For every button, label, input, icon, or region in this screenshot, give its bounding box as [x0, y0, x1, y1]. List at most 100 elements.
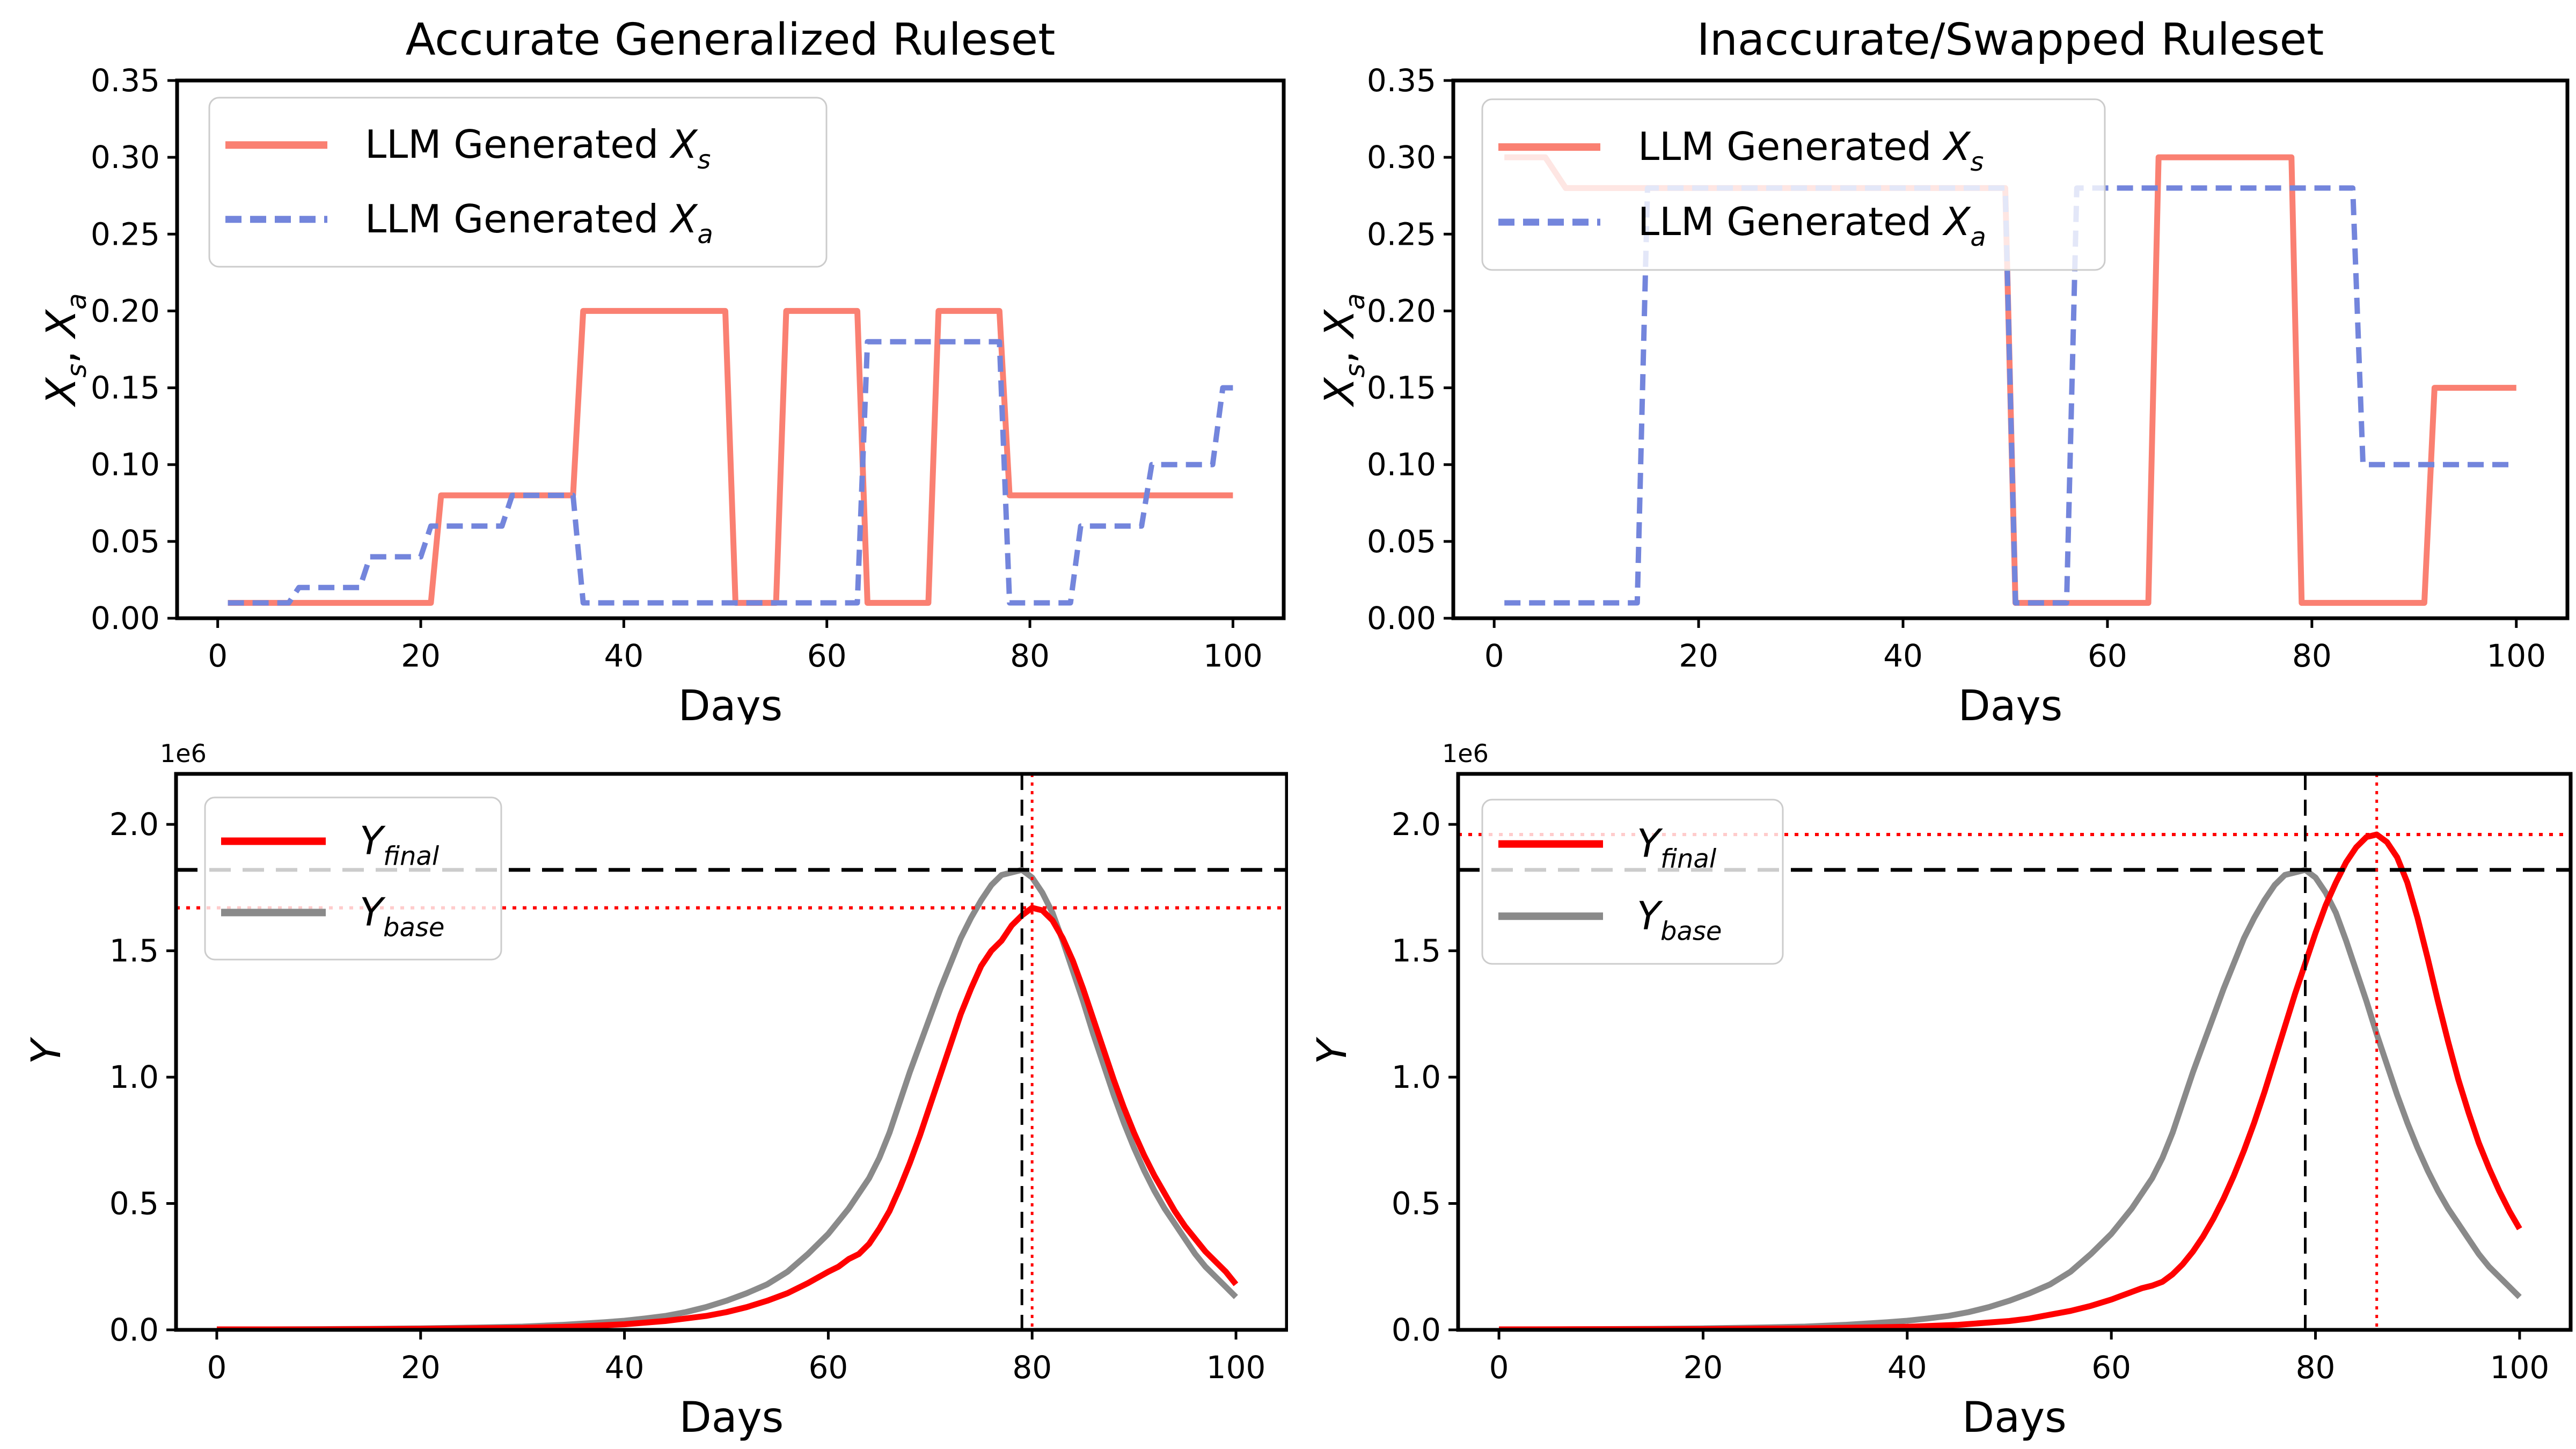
- x-tick-label: 0: [208, 638, 228, 674]
- y-tick-label: 1.5: [1392, 933, 1441, 969]
- y-tick-label: 0.05: [91, 523, 160, 560]
- chart-svg-bottom-right: 0 20 40 60 80 100 0.0 0.5 1.0 1.5 2.0 Days Y 1e6 Yfina…: [1308, 739, 2573, 1442]
- y-tick-label: 0.5: [109, 1185, 159, 1222]
- y-tick-label: 0.00: [91, 600, 160, 636]
- y-tick-label: 0.30: [1367, 139, 1436, 175]
- legend-box: [208, 97, 828, 268]
- legend-box: [1481, 98, 2106, 271]
- y-axis-offset-label: 1e6: [1442, 739, 1489, 768]
- x-tick-label: 60: [2091, 1349, 2131, 1386]
- y-axis-label: Y: [22, 1036, 70, 1064]
- series-llm-generated-xa-line: [1504, 185, 2516, 606]
- x-tick-label: 80: [2292, 638, 2332, 674]
- x-tick-label: 40: [1887, 1349, 1927, 1386]
- axes-spines: [1456, 772, 2573, 1332]
- y-tick-label: 0.35: [1367, 62, 1436, 99]
- x-tick-label: 40: [605, 1349, 645, 1386]
- y-tick-label: 0.0: [109, 1312, 159, 1348]
- x-tick-label: 60: [809, 1349, 848, 1386]
- x-axis-label: Days: [1958, 682, 2063, 724]
- axis-ticks: 0 20 40 60 80 100 0.00 0.05 0.10 0.15 0.20 0.25 0.30…: [91, 62, 1263, 674]
- x-tick-label: 100: [2490, 1349, 2550, 1386]
- y-axis-label: Xs, Xa: [37, 293, 92, 407]
- chart-title-inaccurate: Inaccurate/Swapped Ruleset: [1696, 14, 2324, 65]
- chart-title-accurate: Accurate Generalized Ruleset: [405, 14, 1056, 65]
- y-tick-label: 0.0: [1392, 1312, 1441, 1348]
- y-tick-label: 2.0: [1392, 806, 1441, 843]
- x-tick-label: 60: [2088, 638, 2127, 674]
- y-tick-label: 1.0: [109, 1059, 159, 1095]
- x-tick-label: 0: [207, 1349, 227, 1386]
- legend: Yfinal Ybase: [204, 796, 502, 961]
- x-axis-label: Days: [679, 1394, 784, 1442]
- x-axis-label: Days: [1962, 1394, 2067, 1442]
- y-tick-label: 1.5: [109, 933, 159, 969]
- x-tick-label: 40: [604, 638, 643, 674]
- x-tick-label: 80: [1010, 638, 1050, 674]
- chart-svg-top-right: 0 20 40 60 80 100 0.00 0.05 0.10 0.15 0.20 0.25 0.30…: [1315, 62, 2570, 724]
- x-tick-label: 60: [807, 638, 847, 674]
- axes-spines: [174, 772, 1288, 1332]
- series-y-base-line: [217, 867, 1238, 1330]
- x-tick-label: 20: [401, 638, 441, 674]
- axes-spines: [1451, 78, 2570, 620]
- x-tick-label: 40: [1883, 638, 1923, 674]
- legend-label-llm-generated-xa: LLM Generated Xa: [1638, 199, 1986, 252]
- x-tick-label: 80: [2296, 1349, 2336, 1386]
- chart-inaccurate-ruleset-inputs: 0 20 40 60 80 100 0.00 0.05 0.10 0.15 0.20 0.25 0.30…: [1288, 0, 2576, 724]
- series-y-final-line: [217, 905, 1239, 1330]
- y-tick-label: 0.00: [1367, 600, 1436, 636]
- y-tick-label: 0.35: [91, 62, 160, 99]
- y-tick-label: 0.25: [91, 216, 160, 252]
- y-tick-label: 0.15: [91, 370, 160, 406]
- y-tick-label: 0.5: [1392, 1185, 1441, 1222]
- series-llm-generated-xa-line: [228, 339, 1233, 606]
- y-axis-label: Xs, Xa: [1315, 293, 1371, 407]
- legend: Yfinal Ybase: [1481, 799, 1784, 965]
- y-axis-offset-label: 1e6: [160, 739, 207, 768]
- y-tick-label: 0.30: [91, 139, 160, 175]
- y-tick-label: 1.0: [1392, 1059, 1441, 1095]
- legend-label-y-base: Ybase: [1637, 893, 1722, 946]
- legend-label-llm-generated-xa: LLM Generated Xa: [365, 196, 713, 250]
- legend-label-y-final: Yfinal: [360, 818, 440, 872]
- legend-box: [1481, 799, 1784, 965]
- x-tick-label: 100: [2486, 638, 2546, 674]
- series-y-base-line: [1499, 867, 2522, 1330]
- y-tick-label: 0.20: [91, 292, 160, 329]
- y-axis-label: Y: [1308, 1036, 1356, 1064]
- x-tick-label: 100: [1206, 1349, 1266, 1386]
- y-tick-label: 2.0: [109, 806, 159, 843]
- x-tick-label: 20: [1679, 638, 1718, 674]
- axis-ticks: 0 20 40 60 80 100 0.0 0.5 1.0 1.5 2.0: [1392, 806, 2550, 1386]
- x-tick-label: 20: [401, 1349, 441, 1386]
- x-tick-label: 100: [1203, 638, 1263, 674]
- plot-area: [228, 308, 1233, 606]
- y-tick-label: 0.10: [91, 447, 160, 483]
- chart-inaccurate-ruleset-outcomes: 0 20 40 60 80 100 0.0 0.5 1.0 1.5 2.0 Days Y 1e6 Yfina…: [1288, 724, 2576, 1449]
- chart-accurate-ruleset-inputs: 0 20 40 60 80 100 0.00 0.05 0.10 0.15 0.20 0.25 0.30…: [0, 0, 1288, 724]
- y-tick-label: 0.05: [1367, 523, 1436, 560]
- x-axis-label: Days: [678, 682, 783, 724]
- axes-spines: [175, 78, 1286, 620]
- y-tick-label: 0.25: [1367, 216, 1436, 252]
- x-tick-label: 20: [1684, 1349, 1723, 1386]
- chart-accurate-ruleset-outcomes: 0 20 40 60 80 100 0.0 0.5 1.0 1.5 2.0 Days Y 1e6 Yfina…: [0, 724, 1288, 1449]
- y-tick-label: 0.20: [1367, 292, 1436, 329]
- x-tick-label: 0: [1489, 1349, 1509, 1386]
- axis-ticks: 0 20 40 60 80 100 0.0 0.5 1.0 1.5 2.0: [109, 806, 1266, 1386]
- series-llm-generated-xs-line: [228, 308, 1233, 606]
- legend-label-llm-generated-xs: LLM Generated Xs: [365, 122, 711, 175]
- legend-box: [204, 796, 502, 961]
- legend: LLM Generated Xs LLM Generated Xa: [208, 97, 828, 268]
- legend: LLM Generated Xs LLM Generated Xa: [1481, 98, 2106, 271]
- chart-svg-top-left: 0 20 40 60 80 100 0.00 0.05 0.10 0.15 0.20 0.25 0.30…: [37, 62, 1286, 724]
- y-tick-label: 0.15: [1367, 370, 1436, 406]
- axis-ticks: 0 20 40 60 80 100 0.00 0.05 0.10 0.15 0.20 0.25 0.30…: [1367, 62, 2546, 674]
- x-tick-label: 0: [1484, 638, 1504, 674]
- x-tick-label: 80: [1012, 1349, 1052, 1386]
- series-y-final-line: [1499, 831, 2522, 1330]
- y-tick-label: 0.10: [1367, 447, 1436, 483]
- legend-label-y-final: Yfinal: [1637, 821, 1717, 874]
